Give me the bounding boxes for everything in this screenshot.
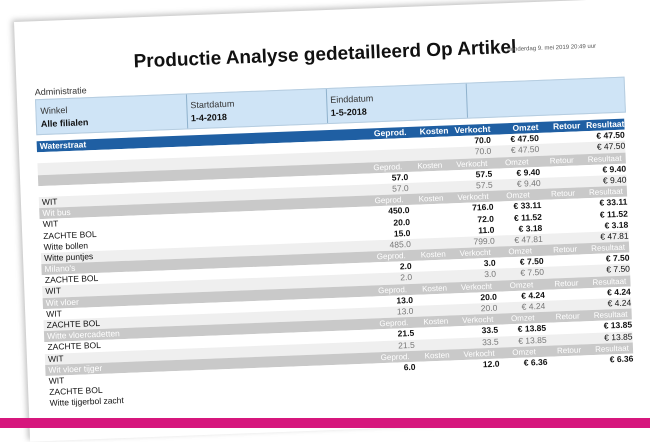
production-table: Waterstraat Geprod. Kosten Verkocht Omzet Ret… bbox=[36, 118, 635, 410]
cell-v bbox=[460, 381, 500, 394]
cell-k bbox=[418, 383, 458, 396]
cell-g bbox=[376, 384, 416, 397]
row-name: WIT bbox=[48, 375, 65, 386]
winkel-value: Alle filialen bbox=[40, 117, 89, 130]
page-title: Productie Analyse gedetailleerd Op Artik… bbox=[133, 36, 517, 73]
cell-o bbox=[502, 379, 548, 392]
print-date: donderdag 9. mei 2019 20:49 uur bbox=[507, 43, 597, 54]
startdatum-cell: Startdatum 1-4-2018 bbox=[185, 89, 329, 129]
row-name: WIT bbox=[45, 285, 62, 297]
row-name: WIT bbox=[46, 308, 62, 319]
row-name: WIT bbox=[47, 352, 64, 364]
brand-bar bbox=[0, 418, 650, 428]
einddatum-label: Einddatum bbox=[330, 93, 374, 105]
administratie-label: Administratie bbox=[34, 85, 87, 98]
cell-s bbox=[592, 376, 634, 389]
winkel-label: Winkel bbox=[40, 105, 68, 117]
einddatum-value: 1-5-2018 bbox=[330, 106, 367, 118]
startdatum-value: 1-4-2018 bbox=[190, 111, 228, 124]
row-name: WIT bbox=[41, 196, 58, 207]
einddatum-cell: Einddatum 1-5-2018 bbox=[325, 83, 469, 124]
row-name: WIT bbox=[42, 218, 59, 230]
report-page: Productie Analyse gedetailleerd Op Artik… bbox=[14, 0, 650, 442]
startdatum-label: Startdatum bbox=[190, 98, 235, 111]
winkel-cell: Winkel Alle filialen bbox=[36, 94, 189, 135]
cell-r bbox=[550, 377, 590, 390]
row-name: Witte tijgerbol zacht bbox=[49, 395, 124, 409]
